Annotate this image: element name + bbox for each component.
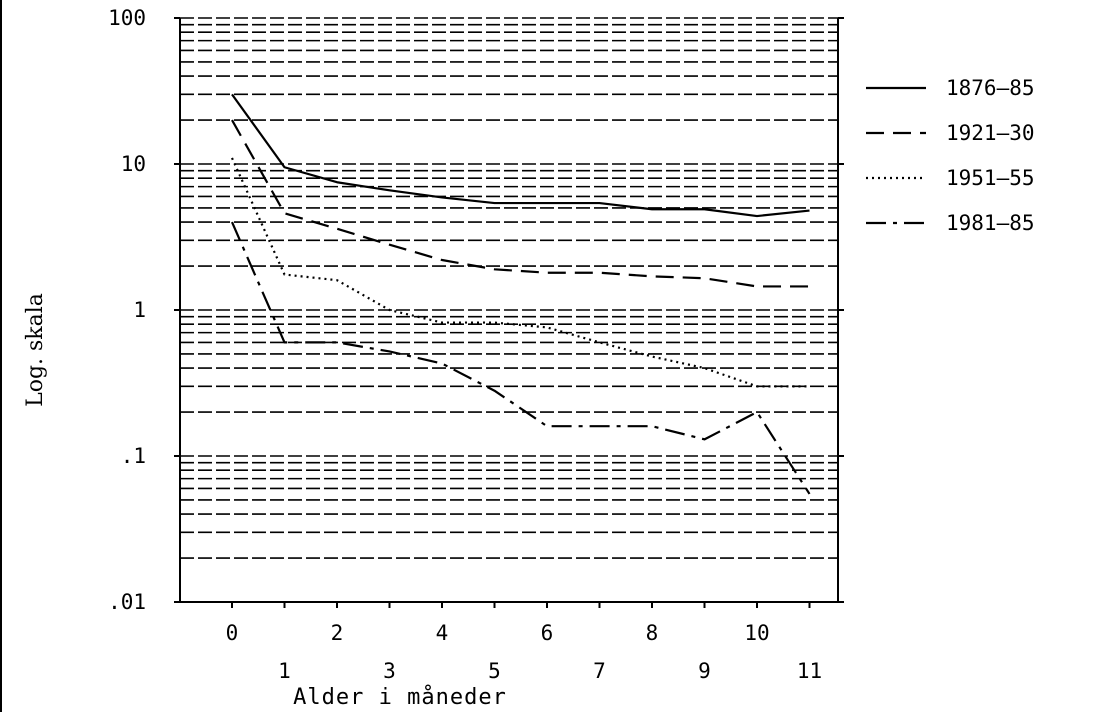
x-tick-label: 2 <box>331 621 344 645</box>
y-tick-label: 100 <box>108 6 146 30</box>
x-tick-label: 0 <box>226 621 239 645</box>
axes <box>174 17 844 608</box>
gridlines <box>180 17 838 559</box>
x-tick-label: 7 <box>593 659 606 683</box>
series-line <box>231 93 810 218</box>
x-tick-label: 1 <box>278 659 291 683</box>
tick-labels: 100 10 1 .1 .01 0 2 4 6 8 10 1 3 5 7 9 11 <box>108 6 822 683</box>
legend: 1876–85 1921–30 1951–55 1981–85 <box>866 76 1035 235</box>
y-axis-label: Log. skala <box>23 293 48 407</box>
y-tick-label: .1 <box>121 444 146 468</box>
legend-label: 1921–30 <box>946 121 1035 145</box>
x-tick-label: 5 <box>488 659 501 683</box>
x-tick-label: 8 <box>646 621 659 645</box>
x-tick-label: 4 <box>436 621 449 645</box>
series-line <box>230 157 810 388</box>
series-lines <box>230 93 811 495</box>
x-tick-label: 3 <box>383 659 396 683</box>
x-tick-label: 10 <box>744 621 769 645</box>
y-tick-label: .01 <box>108 590 146 614</box>
series-line <box>231 119 810 288</box>
x-tick-label: 9 <box>698 659 711 683</box>
y-tick-label: 10 <box>121 152 146 176</box>
legend-label: 1951–55 <box>946 166 1035 190</box>
x-tick-label: 11 <box>797 659 822 683</box>
series-line <box>230 221 811 495</box>
y-tick-label: 1 <box>133 298 146 322</box>
x-axis-label: Alder i måneder <box>293 684 507 710</box>
legend-label: 1876–85 <box>946 76 1035 100</box>
legend-label: 1981–85 <box>946 211 1035 235</box>
x-tick-label: 6 <box>541 621 554 645</box>
